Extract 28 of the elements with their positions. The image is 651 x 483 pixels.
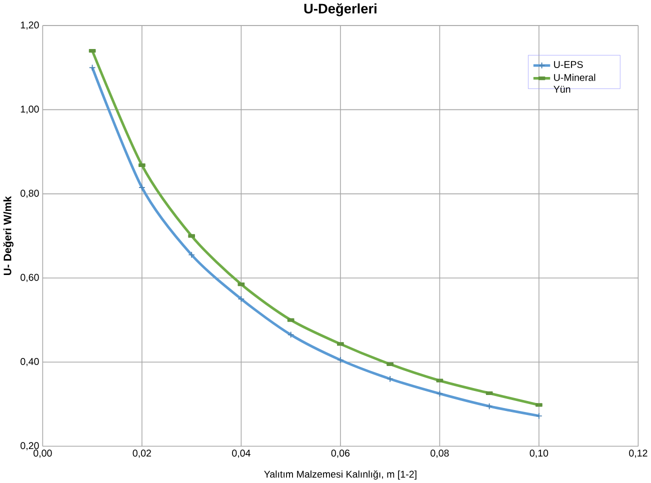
point [238,296,245,302]
x-tick-label: 0,06 [331,450,350,458]
y-axis-title: U- Değeri W/mk [3,196,14,276]
point [436,390,444,398]
point [88,64,96,72]
y-tick-label: 0,60 [20,274,39,282]
x-tick-label: 0,10 [530,450,548,458]
y-tick-label: 1,00 [20,106,39,114]
y-tick-label: 0,80 [20,190,39,198]
point [287,331,294,338]
x-tick-label: 0,04 [232,450,250,458]
x-tick-label: 0,08 [430,450,449,458]
y-tick-label: 0,40 [20,358,39,366]
chart-title: U-Değerleri [304,3,376,16]
x-tick-label: 0,00 [34,450,52,458]
legend-label: U-Mineral Yün [554,74,596,93]
x-axis-title: Yalıtım Malzemesi Kalınlığı, m [1-2] [264,470,416,480]
y-tick-label: 1,20 [20,22,39,30]
point [337,356,344,364]
x-tick-label: 0,02 [132,450,151,458]
x-tick-label: 0,12 [629,450,648,458]
point [486,402,493,410]
point [386,376,394,382]
y-tick-label: 0,20 [20,442,39,450]
legend-label: U-EPS [554,61,583,68]
point [188,251,195,258]
point [138,184,146,192]
point [536,412,542,420]
